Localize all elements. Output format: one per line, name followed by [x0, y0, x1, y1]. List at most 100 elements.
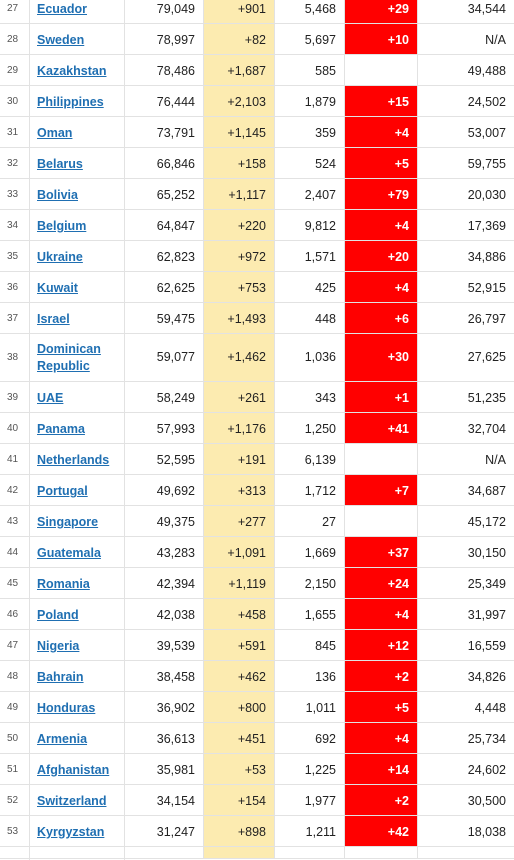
rank-cell: 32 [0, 148, 29, 178]
total-deaths-cell-value: 5,697 [304, 33, 336, 47]
country-link[interactable]: Kuwait [37, 281, 78, 295]
total-deaths-cell-value: 1,571 [304, 250, 336, 264]
new-deaths-cell-value: +14 [387, 763, 409, 777]
total-cases-cell-value: 58,249 [156, 391, 195, 405]
new-cases-cell: +1,687 [204, 55, 275, 85]
new-deaths-cell: +2 [345, 785, 418, 815]
country-link[interactable]: Panama [37, 422, 85, 436]
new-deaths-cell-value: +2 [394, 794, 409, 808]
table-row: 31 Oman 73,791 +1,145 359 +4 53,007 [0, 117, 514, 148]
total-deaths-cell-value: 448 [315, 312, 336, 326]
new-cases-cell: +753 [204, 272, 275, 302]
total-deaths-cell-value: 6,139 [304, 453, 336, 467]
country-link[interactable]: Bahrain [37, 670, 84, 684]
rank-cell-value: 44 [7, 546, 19, 558]
rank-cell: 28 [0, 24, 29, 54]
total-deaths-cell: 5,468 [275, 0, 345, 23]
rank-cell: 42 [0, 475, 29, 505]
country-link[interactable]: Bolivia [37, 188, 78, 202]
country-link[interactable]: Singapore [37, 515, 99, 529]
total-deaths-cell-value: 692 [315, 732, 336, 746]
new-deaths-cell: +29 [345, 0, 418, 23]
table-row: 29 Kazakhstan 78,486 +1,687 585 49,488 [0, 55, 514, 86]
total-cases-cell: 57,993 [125, 413, 204, 443]
country-link[interactable]: Romania [37, 577, 90, 591]
country-link[interactable]: Belarus [37, 157, 83, 171]
total-deaths-cell-value: 5,468 [304, 2, 336, 16]
total-deaths-cell-value: 27 [322, 515, 336, 529]
rank-cell: 38 [0, 334, 29, 381]
new-deaths-cell: +5 [345, 148, 418, 178]
new-deaths-cell-value: +12 [387, 639, 409, 653]
table-row: 47 Nigeria 39,539 +591 845 +12 16,559 [0, 630, 514, 661]
rank-cell-value: 35 [7, 250, 19, 262]
total-cases-cell-value: 76,444 [156, 95, 195, 109]
country-cell: UAE [29, 382, 125, 412]
new-cases-cell-value: +53 [244, 763, 266, 777]
total-recovered-cell-value: 24,602 [467, 763, 506, 777]
new-cases-cell-value: +261 [237, 391, 266, 405]
country-link[interactable]: Oman [37, 126, 73, 140]
country-link[interactable]: Philippines [37, 95, 104, 109]
new-deaths-cell-value: +5 [394, 701, 409, 715]
total-cases-cell-value: 31,247 [156, 825, 195, 839]
rank-cell-value: 43 [7, 515, 19, 527]
total-recovered-cell: 34,886 [418, 241, 514, 271]
total-recovered-cell: 26,797 [418, 303, 514, 333]
rank-cell: 35 [0, 241, 29, 271]
new-deaths-cell [345, 506, 418, 536]
country-link[interactable]: Israel [37, 312, 70, 326]
country-cell: Ecuador [29, 0, 125, 23]
total-recovered-cell-value: 51,235 [467, 391, 506, 405]
country-link[interactable]: Sweden [37, 33, 85, 47]
new-deaths-cell-value: +4 [394, 608, 409, 622]
new-cases-cell-value: +1,176 [227, 422, 266, 436]
country-link[interactable]: Dominican Republic [37, 342, 101, 373]
country-link[interactable]: Kyrgyzstan [37, 825, 105, 839]
new-cases-cell-value: +1,117 [228, 188, 266, 202]
total-recovered-cell: 34,826 [418, 661, 514, 691]
country-link[interactable]: Poland [37, 608, 79, 622]
new-cases-cell: +1,091 [204, 537, 275, 567]
table-row: 44 Guatemala 43,283 +1,091 1,669 +37 30,150 [0, 537, 514, 568]
total-cases-cell: 58,249 [125, 382, 204, 412]
new-cases-cell: +53 [204, 754, 275, 784]
total-recovered-cell: 30,500 [418, 785, 514, 815]
country-link[interactable]: Belgium [37, 219, 87, 233]
country-link[interactable]: Netherlands [37, 453, 110, 467]
table-row: 33 Bolivia 65,252 +1,117 2,407 +79 20,030 [0, 179, 514, 210]
new-cases-cell-value: +1,091 [227, 546, 266, 560]
total-deaths-cell-value: 1,011 [305, 701, 336, 715]
country-link[interactable]: Afghanistan [37, 763, 110, 777]
total-deaths-cell-value: 1,225 [304, 763, 336, 777]
rank-cell-value: 39 [7, 391, 19, 403]
total-recovered-cell-value: 30,500 [467, 794, 506, 808]
country-link[interactable]: Ecuador [37, 2, 88, 16]
total-cases-cell-value: 62,625 [156, 281, 195, 295]
total-deaths-cell-value: 845 [315, 639, 336, 653]
country-link[interactable]: Switzerland [37, 794, 107, 808]
country-link[interactable]: Armenia [37, 732, 88, 746]
country-cell: Netherlands [29, 444, 125, 474]
new-cases-cell-value: +591 [237, 639, 266, 653]
country-link[interactable]: Ukraine [37, 250, 83, 264]
country-link[interactable]: Nigeria [37, 639, 80, 653]
country-link[interactable]: Portugal [37, 484, 88, 498]
total-recovered-cell-value: 52,915 [467, 281, 506, 295]
country-link[interactable]: UAE [37, 391, 64, 405]
total-recovered-cell-value: 49,488 [467, 64, 506, 78]
new-cases-cell-value: +1,462 [227, 350, 266, 364]
new-cases-cell: +591 [204, 630, 275, 660]
new-deaths-cell: +30 [345, 334, 418, 381]
country-cell: Honduras [29, 692, 125, 722]
country-link[interactable]: Guatemala [37, 546, 101, 560]
new-cases-cell: +972 [204, 241, 275, 271]
new-cases-cell: +277 [204, 506, 275, 536]
table-row [0, 847, 514, 860]
rank-cell: 48 [0, 661, 29, 691]
total-cases-cell-value: 73,791 [156, 126, 195, 140]
table-row: 42 Portugal 49,692 +313 1,712 +7 34,687 [0, 475, 514, 506]
country-link[interactable]: Honduras [37, 701, 96, 715]
country-link[interactable]: Kazakhstan [37, 64, 107, 78]
rank-cell-value: 29 [7, 64, 19, 76]
